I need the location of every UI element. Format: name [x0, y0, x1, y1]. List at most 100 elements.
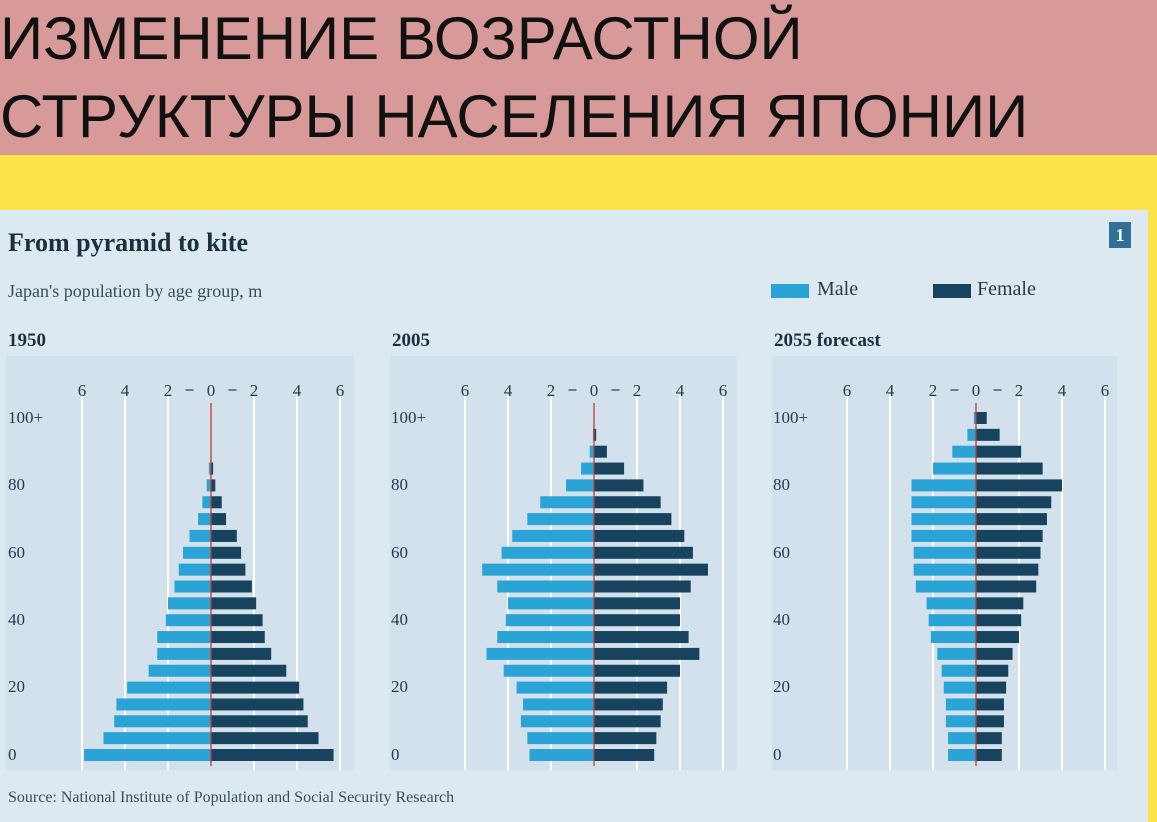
panel-1-female-bar — [594, 681, 668, 694]
panel-0-female-bar — [211, 513, 227, 526]
panel-1-male-bar — [501, 546, 594, 559]
chart-source: Source: National Institute of Population… — [8, 789, 455, 806]
panel-0-male-bar — [206, 479, 211, 492]
panel-2-female-bar — [976, 681, 1007, 694]
panel-0-female-bar — [211, 546, 242, 559]
panel-2-female-bar — [976, 597, 1024, 610]
panel-0-x-tick-label: 0 — [207, 381, 216, 400]
panel-0-male-bar — [208, 462, 211, 475]
panel-2-male-bar — [913, 546, 976, 559]
panel-0-female-bar — [211, 597, 257, 610]
panel-1-female-bar — [594, 462, 625, 475]
panel-0-male-bar — [165, 614, 211, 627]
panel-2-male-bar — [926, 597, 976, 610]
panel-2-female-bar — [976, 732, 1002, 745]
panel-1-male-bar — [566, 479, 594, 492]
panel-1-male-bar — [520, 715, 594, 728]
panel-1-male-bar — [540, 496, 594, 509]
chart-number-badge: 1 — [1109, 222, 1131, 248]
panel-2-y-tick-label: 20 — [773, 677, 790, 696]
panel-1-female-bar — [594, 529, 685, 542]
panel-1-male-bar — [529, 749, 594, 761]
panel-0-female-bar — [211, 479, 216, 492]
panel-1-x-tick-label: 4 — [504, 381, 513, 400]
panel-0-x-tick-label: 4 — [121, 381, 130, 400]
panel-1-male-bar — [508, 597, 594, 610]
panel-2-female-bar — [976, 614, 1022, 627]
panel-2-female-bar — [976, 749, 1002, 761]
banner: ИЗМЕНЕНИЕ ВОЗРАСТНОЙ СТРУКТУРЫ НАСЕЛЕНИЯ… — [0, 0, 1157, 155]
panel-2-male-bar — [911, 479, 976, 492]
panel-0-female-bar — [211, 698, 304, 711]
panel-1-female-bar — [594, 698, 663, 711]
panel-2-male-bar — [943, 681, 976, 694]
panel-2-x-tick-label: 6 — [1101, 381, 1110, 400]
panel-1-x-tick-label: 2 — [547, 381, 556, 400]
panel-1-male-bar — [505, 614, 594, 627]
panel-0-male-bar — [148, 664, 211, 677]
chart-title: From pyramid to kite — [8, 228, 248, 257]
panel-1-female-bar — [594, 597, 680, 610]
panel-2-x-tick-label: 4 — [886, 381, 895, 400]
panel-2-female-bar — [976, 647, 1013, 660]
legend-male-label: Male — [817, 278, 859, 300]
panel-1-female-bar — [594, 496, 661, 509]
panel-1-female-bar — [594, 631, 689, 644]
panel-0-male-bar — [114, 715, 211, 728]
panel-2-female-bar — [976, 462, 1043, 475]
panel-1-x-tick-label: 4 — [676, 381, 685, 400]
panel-2-male-bar — [973, 412, 976, 424]
panel-2-y-tick-label: 0 — [773, 745, 782, 764]
panel-2-female-bar — [976, 513, 1047, 526]
panel-0-female-bar — [211, 529, 237, 542]
panel-1-male-bar — [497, 580, 594, 593]
panel-2-y-tick-label: 80 — [773, 475, 790, 494]
panel-0-male-bar — [174, 580, 211, 593]
panel-2-female-bar — [976, 445, 1022, 458]
panel-0-x-tick-label: 6 — [78, 381, 87, 400]
panel-1-male-bar — [589, 445, 594, 458]
panel-0-y-tick-label: 80 — [8, 475, 25, 494]
panel-1-y-tick-label: 100+ — [391, 408, 426, 427]
panel-1-male-bar — [482, 563, 594, 576]
panel-0-female-bar — [211, 732, 319, 745]
panel-0-y-tick-label: 40 — [8, 610, 25, 629]
panel-0-year-label: 1950 — [8, 330, 46, 351]
panel-0-y-tick-label: 100+ — [8, 408, 43, 427]
panel-2-male-bar — [928, 614, 976, 627]
panel-2-male-bar — [941, 664, 976, 677]
panel-2-male-bar — [911, 496, 976, 509]
panel-0-x-tick-label: 4 — [293, 381, 302, 400]
panel-0-male-bar — [198, 513, 211, 526]
panel-2-x-tick-label: 4 — [1058, 381, 1067, 400]
panel-2-y-tick-label: 100+ — [773, 408, 808, 427]
panel-1-female-bar — [594, 479, 644, 492]
panel-0-y-tick-label: 0 — [8, 745, 17, 764]
panel-2-male-bar — [945, 715, 976, 728]
banner-title-line-1: ИЗМЕНЕНИЕ ВОЗРАСТНОЙ — [0, 5, 803, 72]
panel-2-x-tick-label: 2 — [929, 381, 938, 400]
panel-2-male-bar — [948, 749, 976, 761]
panel-0-x-tick-label: 2 — [164, 381, 173, 400]
panel-0-female-bar — [211, 614, 263, 627]
panel-0-female-bar — [211, 462, 214, 475]
panel-2-female-bar — [976, 546, 1041, 559]
panel-2-female-bar — [976, 428, 1000, 441]
panel-2-female-bar — [976, 631, 1019, 644]
panel-0-y-tick-label: 20 — [8, 677, 25, 696]
panel-1-female-bar — [594, 546, 693, 559]
panel-2-male-bar — [911, 529, 976, 542]
panel-2-female-bar — [976, 529, 1043, 542]
panel-2-female-bar — [976, 412, 987, 424]
panel-2-y-tick-label: 40 — [773, 610, 790, 629]
panel-0-male-bar — [157, 647, 211, 660]
legend-male-swatch — [771, 284, 809, 298]
panel-0-x-tick-label: 2 — [250, 381, 259, 400]
panel-2-y-tick-label: 60 — [773, 543, 790, 562]
panel-1-female-bar — [594, 715, 661, 728]
legend-female-label: Female — [977, 278, 1036, 300]
panel-2-male-bar — [945, 698, 976, 711]
panel-0-female-bar — [211, 563, 246, 576]
panel-1-female-bar — [594, 563, 708, 576]
